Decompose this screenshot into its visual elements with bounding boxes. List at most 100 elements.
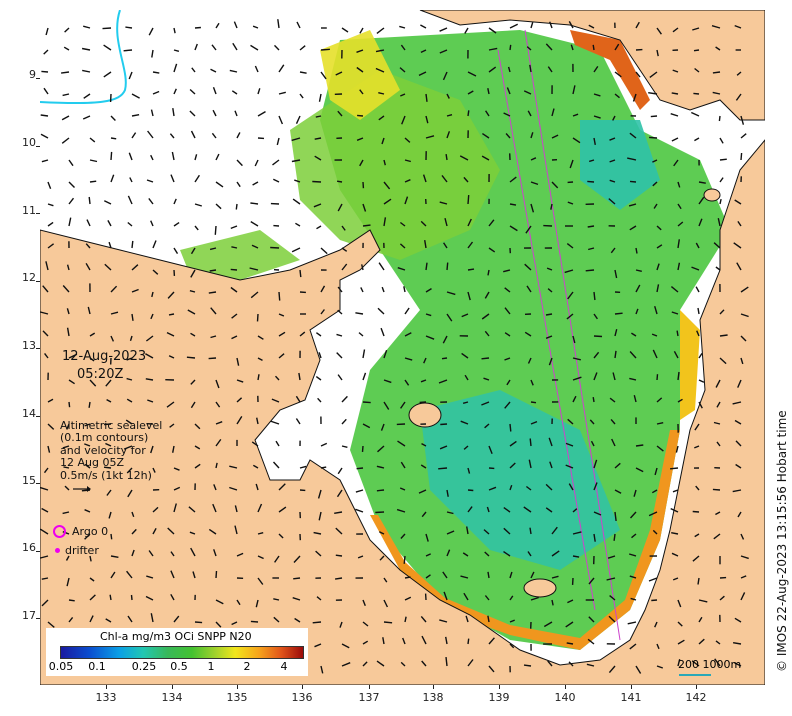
land-new-guinea: [419, 10, 765, 121]
velocity-arrow: [528, 459, 532, 469]
velocity-arrow: [215, 438, 222, 447]
velocity-arrow: [257, 503, 263, 513]
velocity-arrow: [41, 70, 49, 73]
lat-tick: [36, 618, 40, 619]
velocity-arrow: [47, 243, 55, 249]
velocity-arrow: [654, 467, 658, 476]
velocity-arrow: [670, 507, 679, 513]
velocity-arrow: [68, 159, 74, 167]
velocity-arrow: [337, 374, 343, 381]
velocity-arrow: [525, 225, 532, 234]
velocity-arrow: [614, 93, 620, 99]
velocity-arrow: [425, 93, 428, 102]
velocity-arrow: [567, 599, 574, 604]
velocity-arrow: [698, 379, 705, 383]
velocity-arrow: [102, 27, 112, 30]
velocity-arrow: [251, 244, 259, 249]
velocity-arrow: [146, 179, 154, 183]
velocity-arrow: [740, 286, 749, 293]
velocity-arrow: [375, 511, 385, 514]
argo-marker-icon: [53, 525, 66, 538]
velocity-arrow: [257, 357, 263, 362]
velocity-arrow: [356, 137, 364, 141]
lon-tick: [106, 685, 107, 689]
velocity-arrow: [677, 639, 685, 645]
velocity-arrow: [89, 332, 96, 337]
velocity-arrow: [81, 47, 91, 51]
velocity-arrow: [173, 198, 177, 205]
velocity-arrow: [383, 349, 388, 359]
velocity-arrow: [110, 137, 117, 140]
velocity-arrow: [291, 137, 301, 142]
velocity-arrow: [170, 570, 175, 579]
velocity-arrow: [299, 269, 302, 278]
velocity-arrow: [381, 137, 385, 145]
velocity-arrow: [670, 467, 679, 470]
velocity-arrow: [317, 397, 322, 403]
velocity-arrow: [467, 291, 471, 301]
velocity-arrow: [110, 555, 119, 558]
velocity-arrow: [530, 401, 537, 404]
velocity-arrow: [441, 174, 448, 183]
map-date: 12-Aug-2023: [62, 349, 147, 364]
velocity-arrow: [188, 506, 196, 513]
velocity-arrow: [399, 25, 406, 29]
velocity-arrow: [146, 575, 154, 579]
velocity-arrow: [314, 137, 322, 140]
velocity-arrow: [732, 401, 742, 405]
velocity-arrow: [169, 133, 175, 139]
velocity-arrow: [362, 423, 371, 429]
velocity-arrow: [442, 335, 448, 344]
velocity-arrow: [509, 643, 515, 649]
velocity-arrow: [488, 665, 495, 673]
velocity-arrow: [614, 350, 617, 359]
velocity-arrow: [41, 507, 49, 513]
velocity-arrow: [362, 640, 369, 645]
velocity-arrow: [208, 357, 217, 360]
velocity-arrow: [551, 108, 555, 117]
lon-tick: [631, 685, 632, 689]
velocity-arrow: [420, 49, 427, 54]
lat-tick: [36, 213, 40, 214]
velocity-arrow: [506, 379, 511, 386]
velocity-arrow: [609, 179, 616, 183]
velocity-arrow: [215, 599, 224, 605]
velocity-arrow: [40, 528, 49, 535]
velocity-arrow: [504, 401, 511, 409]
velocity-arrow: [83, 25, 91, 29]
velocity-arrow: [47, 221, 54, 227]
velocity-arrow: [715, 46, 721, 51]
chlorophyll-map: [40, 10, 765, 685]
velocity-arrow: [404, 596, 412, 601]
velocity-arrow: [377, 445, 385, 453]
velocity-arrow: [465, 615, 469, 623]
velocity-arrow: [488, 247, 496, 253]
velocity-arrow: [672, 577, 679, 581]
velocity-arrow: [362, 372, 367, 381]
velocity-arrow: [614, 71, 622, 78]
velocity-arrow: [740, 313, 749, 318]
velocity-arrow: [425, 115, 429, 124]
velocity-arrow: [131, 132, 137, 139]
velocity-arrow: [588, 616, 595, 623]
velocity-arrow: [87, 306, 91, 315]
velocity-arrow: [383, 159, 386, 166]
velocity-arrow: [629, 351, 637, 359]
velocity-arrow: [126, 357, 133, 361]
velocity-arrow: [152, 90, 160, 95]
velocity-arrow: [250, 202, 259, 205]
velocity-arrow: [443, 591, 448, 601]
lon-label-141: 141: [620, 691, 642, 704]
velocity-arrow: [719, 158, 727, 161]
velocity-arrow: [189, 290, 196, 293]
velocity-arrow: [737, 511, 742, 518]
velocity-arrow: [628, 203, 637, 207]
velocity-arrow: [173, 486, 181, 491]
velocity-arrow: [362, 203, 367, 212]
velocity-arrow: [229, 69, 238, 73]
velocity-arrow: [736, 71, 742, 76]
velocity-arrow: [425, 135, 435, 139]
velocity-arrow: [356, 467, 364, 470]
velocity-arrow: [698, 599, 708, 603]
velocity-arrow: [671, 532, 679, 535]
